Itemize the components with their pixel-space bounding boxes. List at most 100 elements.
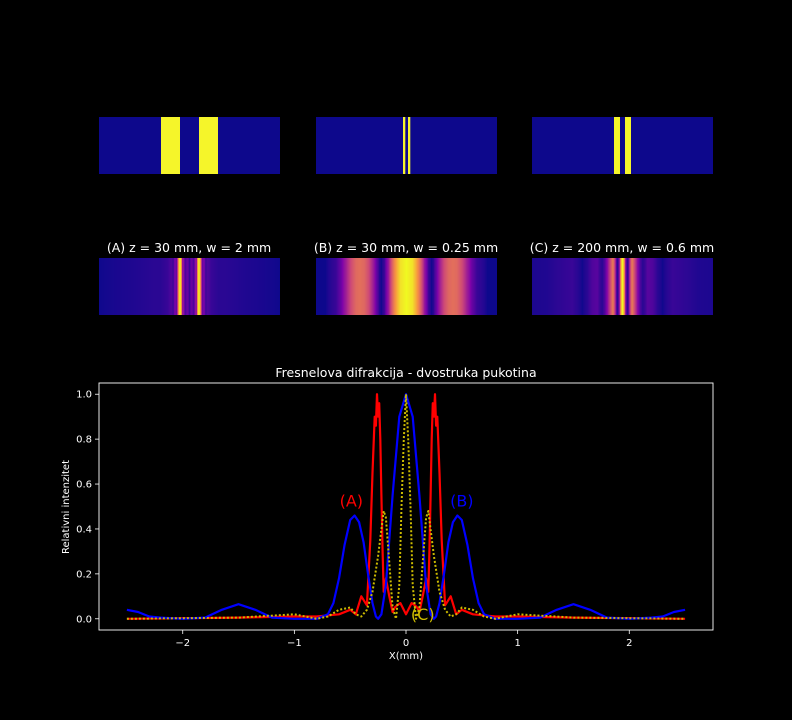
intensity-pixel [432,258,434,315]
intensity-pixel [127,258,129,315]
intensity-pixel [255,258,257,315]
intensity-pixel [176,258,178,315]
intensity-pixel [212,258,214,315]
intensity-pixel [609,258,611,315]
intensity-strip-c-graphic [532,258,713,315]
intensity-pixel [447,258,449,315]
intensity-pixel [434,258,436,315]
intensity-pixel [345,258,347,315]
intensity-pixel [408,258,410,315]
intensity-pixel [163,258,165,315]
intensity-pixel [586,258,588,315]
intensity-pixel [623,258,625,315]
intensity-pixel [404,258,406,315]
intensity-pixel [120,258,122,315]
intensity-pixel [653,258,655,315]
intensity-pixel [546,258,548,315]
intensity-pixel [266,258,268,315]
intensity-pixel [614,258,616,315]
intensity-pixel [470,258,472,315]
intensity-pixel [334,258,336,315]
intensity-pixel [134,258,136,315]
intensity-pixel [359,258,361,315]
intensity-pixel [673,258,675,315]
intensity-pixel [703,258,705,315]
intensity-pixel [702,258,704,315]
intensity-pixel [639,258,641,315]
intensity-pixel [617,258,619,315]
slit-pattern-a [99,117,280,174]
intensity-pixel [472,258,474,315]
x-axis-ticks: −2 −1 0 1 2 [175,630,632,649]
intensity-pixel [329,258,331,315]
intensity-pixel [278,258,280,315]
intensity-pixel [572,258,574,315]
intensity-pixel [389,258,391,315]
intensity-pixel [608,258,610,315]
intensity-pixel [160,258,162,315]
intensity-pixel [129,258,131,315]
intensity-pixel [428,258,430,315]
intensity-pixel [650,258,652,315]
intensity-pixel [675,258,677,315]
x-tick-label: 1 [514,638,520,649]
intensity-pixel [348,258,350,315]
intensity-pixel [154,258,156,315]
intensity-pixel [707,258,709,315]
intensity-pixel [414,258,416,315]
intensity-pixel [638,258,640,315]
intensity-pixel [106,258,108,315]
intensity-pixel [381,258,383,315]
intensity-pixel [147,258,149,315]
intensity-pixel [353,258,355,315]
slit-right [625,117,631,174]
intensity-pixel [214,258,216,315]
intensity-pixel [573,258,575,315]
intensity-pixel [550,258,552,315]
intensity-pixel [338,258,340,315]
intensity-pixel [139,258,141,315]
intensity-pixel [539,258,541,315]
intensity-pixel [235,258,237,315]
slit-right [199,117,218,174]
y-tick-label: 0.8 [76,435,92,446]
intensity-pixel [260,258,262,315]
intensity-pixel [185,258,187,315]
intensity-pixel [455,258,457,315]
intensity-pixel [374,258,376,315]
intensity-pixel [378,258,380,315]
intensity-pixel [538,258,540,315]
intensity-pixel [459,258,461,315]
intensity-pixel [344,258,346,315]
panel-caption-b: (B) z = 30 mm, w = 0.25 mm [313,240,499,255]
intensity-pixel [636,258,638,315]
intensity-pixel [262,258,264,315]
intensity-pixel [575,258,577,315]
intensity-pixel [627,258,629,315]
intensity-pixel [429,258,431,315]
intensity-pixel [421,258,423,315]
intensity-pixel [412,258,414,315]
intensity-pixel [480,258,482,315]
intensity-pixel [458,258,460,315]
intensity-strip-b-graphic [316,258,497,315]
intensity-pixel [371,258,373,315]
intensity-pixel [620,258,622,315]
intensity-pixel [613,258,615,315]
intensity-pixel [439,258,441,315]
intensity-pixel [155,258,157,315]
intensity-pixel [207,258,209,315]
intensity-pixel [692,258,694,315]
intensity-pixel [494,258,496,315]
intensity-pixel [279,258,280,315]
intensity-pixel [222,258,224,315]
intensity-pixel [581,258,583,315]
panel-caption-c: (C) z = 200 mm, w = 0.6 mm [529,240,715,255]
intensity-pixel [430,258,432,315]
intensity-pixel [267,258,269,315]
intensity-pixel [593,258,595,315]
intensity-pixel [598,258,600,315]
y-axis-ticks: 0.0 0.2 0.4 0.6 0.8 1.0 [76,390,99,625]
intensity-pixel [173,258,175,315]
